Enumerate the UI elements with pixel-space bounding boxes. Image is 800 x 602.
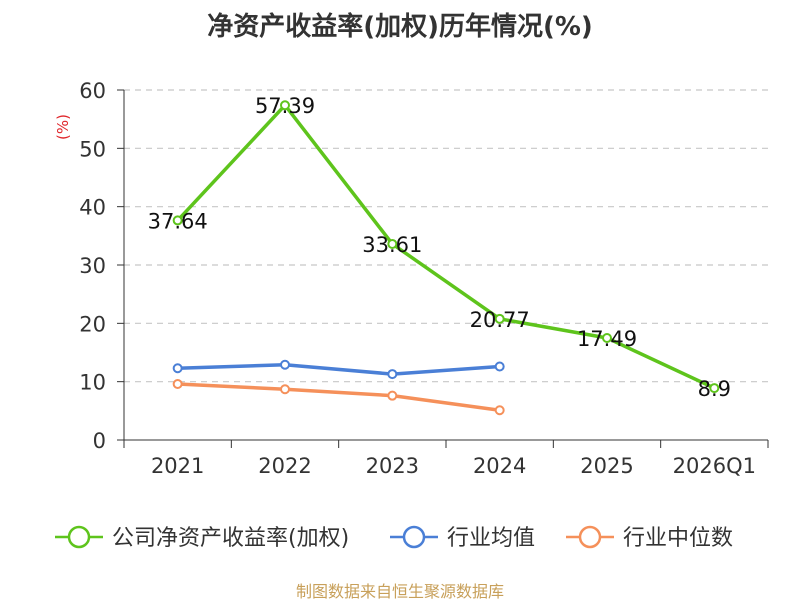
series-1-point-3: [494, 361, 505, 372]
legend-marker-1: [402, 525, 426, 549]
series-line-0: [176, 103, 716, 390]
data-label-3: 20.77: [470, 308, 530, 332]
y-tick-label-0: 0: [93, 429, 106, 453]
series-2-point-1: [280, 384, 290, 395]
y-tick-label-20: 20: [79, 312, 106, 336]
x-tick-label-2021: 2021: [151, 454, 204, 478]
y-tick-label-10: 10: [79, 371, 106, 395]
legend-label-2: 行业中位数: [623, 526, 733, 551]
legend-label-0: 公司净资产收益率(加权): [112, 526, 349, 551]
y-tick-label-30: 30: [79, 254, 106, 278]
series-0-point-1: [280, 100, 290, 111]
series-0-point-5: [709, 383, 720, 394]
x-tick-label-2025: 2025: [580, 454, 633, 478]
series-1-point-1: [280, 359, 290, 370]
series-1-point-2: [387, 369, 398, 380]
legend-marker-0: [67, 525, 91, 549]
series-2-point-2: [387, 390, 398, 401]
series-0-point-3: [494, 313, 505, 324]
y-tick-label-50: 50: [79, 137, 106, 161]
data-source-note: 制图数据来自恒生聚源数据库: [295, 582, 504, 601]
series-line-2: [177, 382, 500, 412]
legend-marker-2: [578, 525, 602, 549]
y-tick-label-60: 60: [79, 79, 106, 103]
data-label-5: 8.9: [698, 377, 731, 401]
y-axis-label: (%): [54, 114, 72, 140]
x-tick-label-2024: 2024: [473, 454, 526, 478]
legend-label-1: 行业均值: [447, 526, 535, 551]
x-tick-label-2022: 2022: [258, 454, 311, 478]
series-0-point-2: [387, 238, 398, 249]
x-tick-label-2026Q1: 2026Q1: [673, 454, 756, 478]
y-tick-label-40: 40: [79, 196, 106, 220]
series-0-point-4: [602, 332, 612, 343]
data-label-0: 37.64: [148, 209, 208, 233]
series-1-point-0: [172, 363, 183, 374]
data-label-1: 57.39: [255, 94, 315, 118]
x-tick-label-2023: 2023: [366, 454, 419, 478]
data-label-4: 17.49: [577, 327, 637, 351]
data-label-2: 33.61: [362, 233, 422, 257]
chart-title: 净资产收益率(加权)历年情况(%): [207, 12, 593, 42]
series-line-1: [177, 363, 500, 376]
series-2-point-0: [172, 379, 183, 389]
series-2-point-3: [494, 405, 505, 416]
series-0-point-0: [172, 215, 183, 226]
